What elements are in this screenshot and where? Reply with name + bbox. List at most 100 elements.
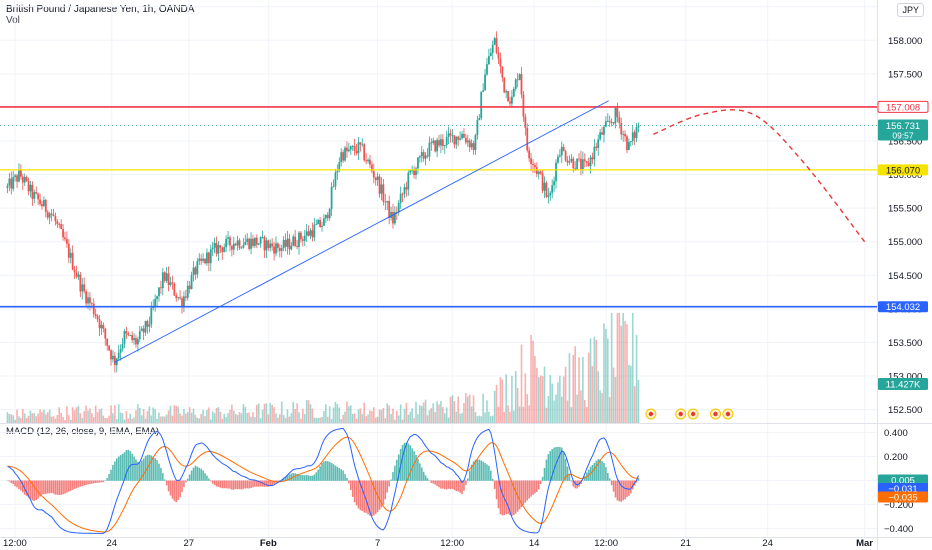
volume-bar — [564, 366, 567, 423]
candle — [480, 91, 483, 121]
macd-histogram-bar — [474, 459, 477, 481]
volume-bar — [144, 418, 147, 423]
macd-histogram-bar — [142, 458, 145, 481]
volume-bar — [443, 413, 446, 423]
projection-path[interactable] — [653, 109, 866, 243]
volume-bar — [160, 416, 162, 423]
candle — [512, 86, 515, 98]
candle — [543, 176, 546, 199]
macd-histogram-bar — [106, 478, 108, 481]
volume-bar — [269, 403, 272, 423]
volume-bar — [215, 408, 218, 423]
macd-histogram-bar — [380, 480, 383, 508]
macd-histogram-bar — [349, 480, 352, 490]
candle — [541, 169, 544, 194]
candle — [403, 183, 406, 199]
candle — [628, 138, 630, 151]
volume-bar — [587, 352, 590, 423]
volume-bar — [501, 379, 504, 423]
volume-bar — [223, 413, 225, 423]
volume-bar — [282, 415, 285, 423]
volume-bar — [461, 412, 463, 423]
macd-histogram-bar — [357, 480, 360, 509]
candle — [275, 236, 277, 257]
candle — [215, 236, 218, 257]
volume-bar — [68, 415, 70, 423]
macd-histogram-bar — [470, 464, 473, 481]
candle — [14, 173, 17, 182]
candle — [219, 244, 222, 253]
volume-bar — [98, 409, 101, 423]
candle — [42, 196, 45, 207]
candle — [520, 66, 523, 99]
macd-histogram-bar — [340, 469, 342, 481]
event-markers[interactable] — [645, 408, 734, 420]
candle — [591, 152, 594, 165]
macd-histogram-bar — [58, 480, 61, 496]
macd-histogram-bar — [175, 480, 178, 503]
candle — [117, 344, 120, 361]
candle — [238, 238, 241, 251]
candle — [229, 235, 231, 252]
macd-histogram-bar — [115, 458, 118, 481]
macd-histogram-bar — [208, 478, 210, 481]
macd-histogram-bar — [486, 464, 488, 481]
macd-histogram-bar — [171, 480, 174, 499]
volume-bar — [390, 414, 392, 423]
candle — [526, 123, 529, 153]
event-marker-icon[interactable] — [675, 408, 687, 420]
candle — [12, 170, 15, 192]
candle — [626, 134, 628, 154]
event-marker-icon[interactable] — [722, 408, 734, 420]
candle — [539, 169, 542, 175]
candle — [495, 31, 498, 55]
candle — [372, 163, 375, 184]
volume-bar — [618, 313, 621, 423]
volume-bar — [386, 403, 389, 423]
volume-bar — [25, 418, 28, 423]
macd-histogram-bar — [186, 478, 189, 481]
candle — [501, 66, 504, 82]
candle — [267, 239, 270, 251]
volume-bar — [114, 405, 116, 423]
volume-bar — [267, 414, 270, 423]
macd-histogram-bar — [209, 480, 212, 482]
volume-bar — [513, 410, 515, 423]
volume-bar — [154, 409, 156, 423]
macd-histogram-bar — [468, 470, 471, 481]
candle — [303, 229, 306, 247]
time-tick-label: 14 — [529, 538, 540, 549]
candle — [73, 265, 76, 279]
event-marker-icon[interactable] — [645, 408, 657, 420]
event-marker-icon[interactable] — [710, 408, 722, 420]
volume-bar — [259, 418, 262, 423]
volume-bar — [436, 401, 438, 423]
volume-bar — [363, 402, 366, 423]
volume-bar — [162, 416, 164, 423]
volume-bar — [371, 411, 373, 423]
volume-bar — [422, 402, 425, 423]
volume-bar — [555, 394, 557, 423]
volume-bar — [591, 366, 594, 423]
candle — [307, 225, 310, 237]
volume-bar — [48, 409, 51, 423]
trendline[interactable] — [114, 100, 609, 363]
macd-histogram-bar — [346, 477, 348, 481]
volume-bar — [273, 407, 275, 423]
volume-bar — [449, 396, 452, 423]
macd-histogram-bar — [367, 480, 369, 515]
candle — [415, 166, 417, 180]
event-marker-icon[interactable] — [687, 408, 699, 420]
candle — [69, 248, 72, 264]
volume-bar — [263, 403, 266, 423]
macd-histogram-bar — [288, 474, 291, 481]
volume-bar — [470, 406, 473, 423]
volume-bar — [405, 402, 408, 423]
volume-bar — [328, 406, 331, 423]
currency-button[interactable]: JPY — [897, 3, 924, 17]
candle — [156, 295, 158, 307]
current-price-text: 156.731 — [886, 121, 920, 132]
macd-histogram-bar — [560, 447, 563, 481]
candle — [447, 126, 450, 145]
